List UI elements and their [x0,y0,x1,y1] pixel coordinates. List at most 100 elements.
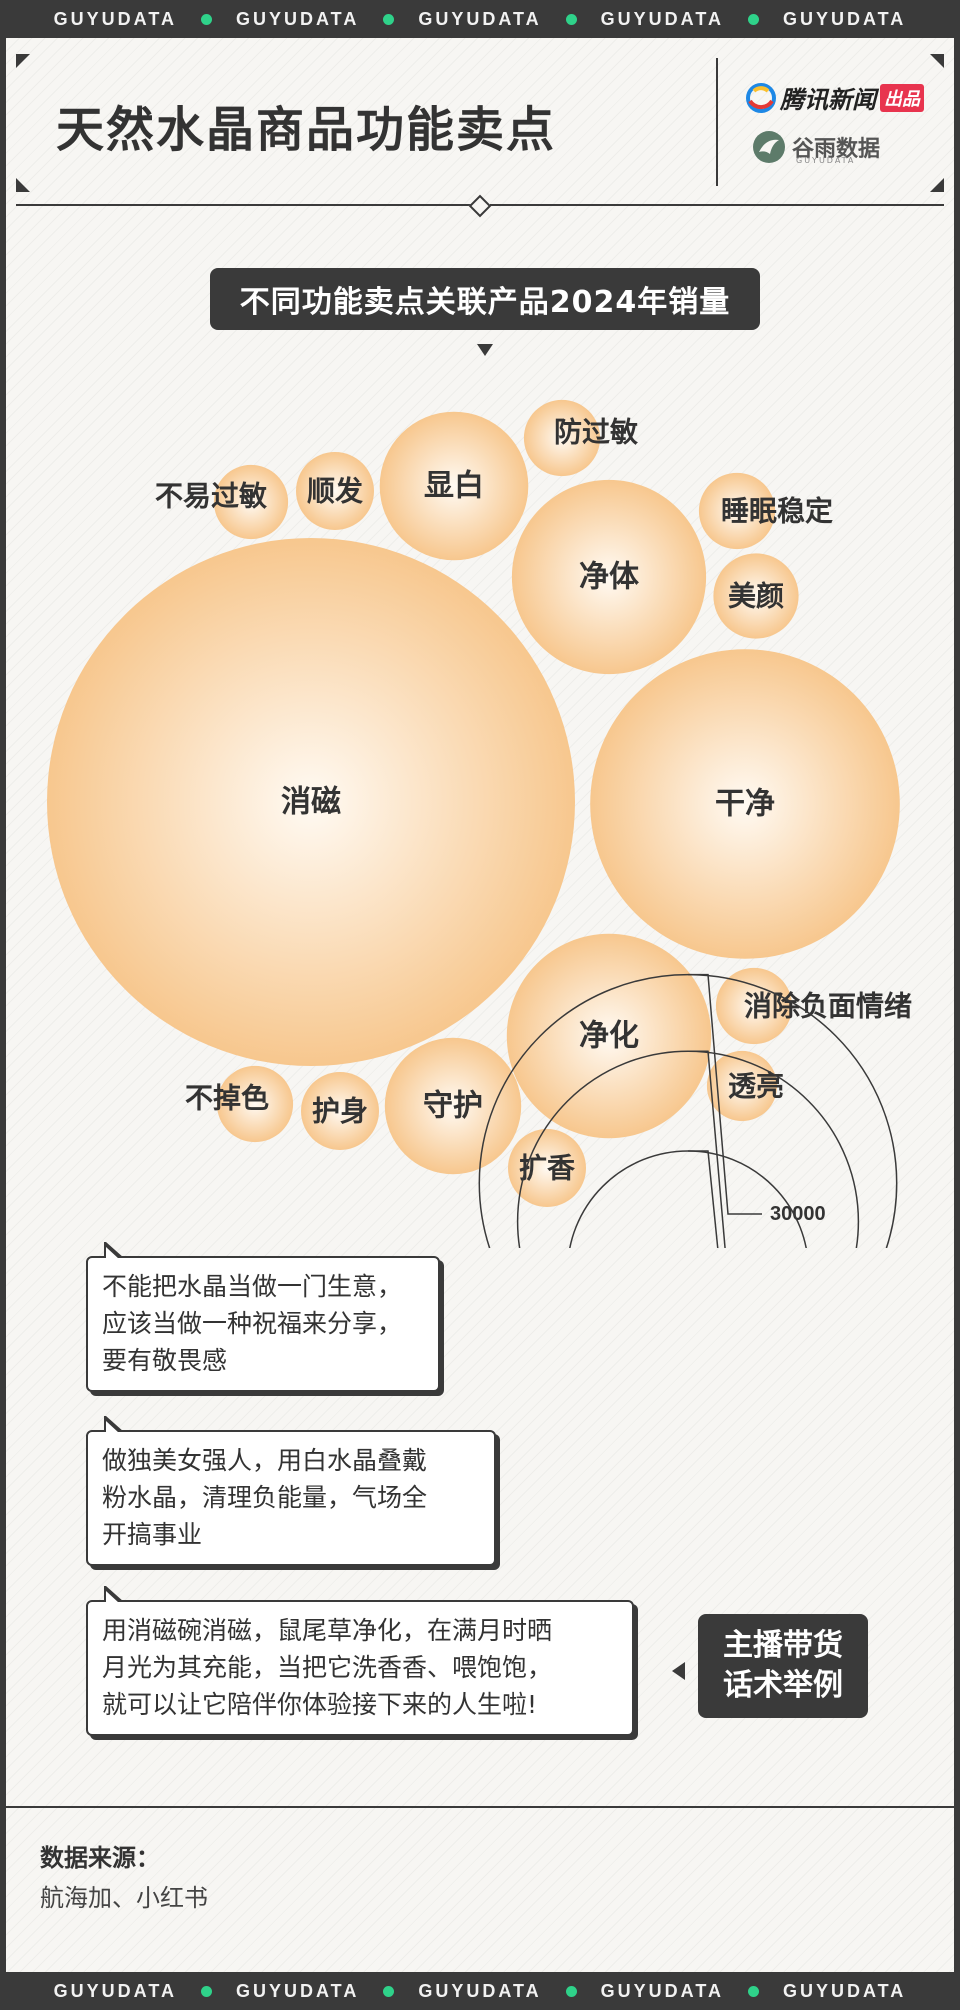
bubble-label: 不掉色 [185,1082,269,1115]
quote-line: 做独美女强人，用白水晶叠戴 [102,1446,428,1475]
legend-leader-line [688,973,762,1215]
bubble-透亮 [706,1050,778,1122]
chart-title-arrow [477,344,493,356]
quote-line: 就可以让它陪伴你体验接下来的人生啦! [102,1690,538,1719]
corner-mark [930,178,944,192]
bubble-label: 净化 [579,1019,639,1054]
legend-leader-line [688,1150,719,1248]
content-card: 天然水晶商品功能卖点 腾讯新闻 出品 谷雨数据 GUYUDATA [6,38,954,1972]
bubble-消除负面情绪 [715,967,793,1045]
bubble-label: 显白 [424,469,484,504]
bubble-label: 睡眠稳定 [721,495,833,528]
footer-rule [6,1806,954,1808]
guyu-bird-icon [753,131,785,163]
quote-line: 月光为其充能，当把它洗香香、喂饱饱， [102,1653,553,1682]
bubble-睡眠稳定 [698,472,776,550]
anchor-label-line: 话术举例 [723,1668,843,1703]
bubble-防过敏 [523,399,601,477]
guyu-data-subtext: GUYUDATA [796,156,856,165]
legend-leader-line [688,1050,726,1248]
source-text: 航海加、小红书 [40,1884,208,1912]
top-ribbon: GUYUDATA GUYUDATA GUYUDATA GUYUDATA GUYU… [0,0,960,38]
legend-label: 30000 [770,1203,826,1225]
bubble-label: 净体 [579,560,640,595]
bubble-label: 护身 [312,1095,368,1128]
quote-tail-fill [106,1247,119,1259]
chart-title: 不同功能卖点关联产品2024年销量 [210,268,760,330]
bottom-ribbon: GUYUDATA GUYUDATA GUYUDATA GUYUDATA GUYU… [0,1972,960,2010]
guyu-data-logo: 谷雨数据 GUYUDATA [752,130,881,165]
ribbon-dot [747,13,759,25]
quote-line: 要有敬畏感 [102,1346,228,1375]
bubble-净化 [506,933,712,1139]
bubble-不掉色 [216,1065,294,1143]
quote-line: 不能把水晶当做一门生意， [102,1272,403,1301]
guyu-data-text: 谷雨数据 [792,136,881,162]
bubble-label: 美颜 [728,580,784,613]
corner-mark [16,178,30,192]
ribbon-dot [747,1985,759,1997]
sales-pitch-quote: 用消磁碗消磁，鼠尾草净化，在满月时晒 月光为其充能，当把它洗香香、喂饱饱， 就可… [86,1586,634,1736]
bubble-label: 干净 [715,787,775,822]
bubble-label: 透亮 [728,1070,784,1103]
legend-circle [569,1150,807,1248]
ribbon-word: GUYUDATA [418,8,542,29]
ribbon-dot [201,1985,212,1997]
quote-line: 应该当做一种祝福来分享， [102,1309,403,1338]
sales-pitch-quote: 不能把水晶当做一门生意， 应该当做一种祝福来分享， 要有敬畏感 [86,1242,440,1392]
bubble-干净 [590,649,900,959]
anchor-label-line: 主播带货 [723,1628,843,1663]
bubble-美颜 [713,553,799,639]
ribbon-word: GUYUDATA [53,1980,177,2001]
bubble-净体 [511,479,707,675]
anchor-label-box: 主播带货 话术举例 [698,1614,868,1718]
bubble-顺发 [296,452,374,530]
header-rule-right [490,204,944,206]
bubble-label: 防过敏 [554,416,638,449]
bubble-消磁 [47,538,575,1066]
bubble-label: 不易过敏 [155,480,267,513]
ribbon-word: GUYUDATA [782,8,907,29]
bubble-label: 扩香 [519,1152,575,1185]
bubble-label: 消除负面情绪 [744,990,912,1023]
quote-line: 用消磁碗消磁，鼠尾草净化，在满月时晒 [102,1616,553,1645]
ribbon-word: GUYUDATA [600,8,724,29]
bubble-护身 [301,1072,379,1150]
quote-tail-fill [106,1421,119,1433]
quote-tail-fill [106,1591,119,1603]
ribbon-word: GUYUDATA [418,1980,542,2001]
corner-mark [930,54,944,68]
bubble-不易过敏 [213,464,289,540]
ribbon-dot [383,13,395,25]
tencent-news-icon [746,82,776,113]
page-title: 天然水晶商品功能卖点 [56,102,557,158]
ribbon-word: GUYUDATA [600,1980,724,2001]
bubble-扩香 [508,1129,586,1207]
quote-line: 粉水晶，清理负能量，气场全 [102,1483,428,1512]
sales-pitch-quote: 做独美女强人，用白水晶叠戴 粉水晶，清理负能量，气场全 开搞事业 [86,1416,496,1566]
header-rule-left [16,204,471,206]
ribbon-word: GUYUDATA [236,1980,360,2001]
corner-mark [16,54,30,68]
tencent-news-text: 腾讯新闻 [780,86,876,114]
bubble-显白 [379,411,529,561]
ribbon-word: GUYUDATA [53,8,177,29]
header: 天然水晶商品功能卖点 腾讯新闻 出品 谷雨数据 GUYUDATA [6,38,954,218]
bubble-守护 [384,1037,522,1175]
header-divider [716,58,718,186]
quote-line: 开搞事业 [102,1520,203,1549]
bubble-label: 守护 [423,1089,483,1124]
ribbon-dot [383,1985,395,1997]
ribbon-dot [201,13,212,25]
ribbon-word: GUYUDATA [236,8,360,29]
source-label: 数据来源： [40,1844,160,1872]
ribbon-dot [565,13,577,25]
tencent-news-logo: 腾讯新闻 出品 [746,80,924,115]
tencent-news-badge: 出品 [880,83,924,112]
bubble-label: 顺发 [307,475,363,508]
bubble-label: 消磁 [281,785,341,820]
ribbon-word: GUYUDATA [782,1980,907,2001]
left-pointer-icon [672,1662,685,1680]
